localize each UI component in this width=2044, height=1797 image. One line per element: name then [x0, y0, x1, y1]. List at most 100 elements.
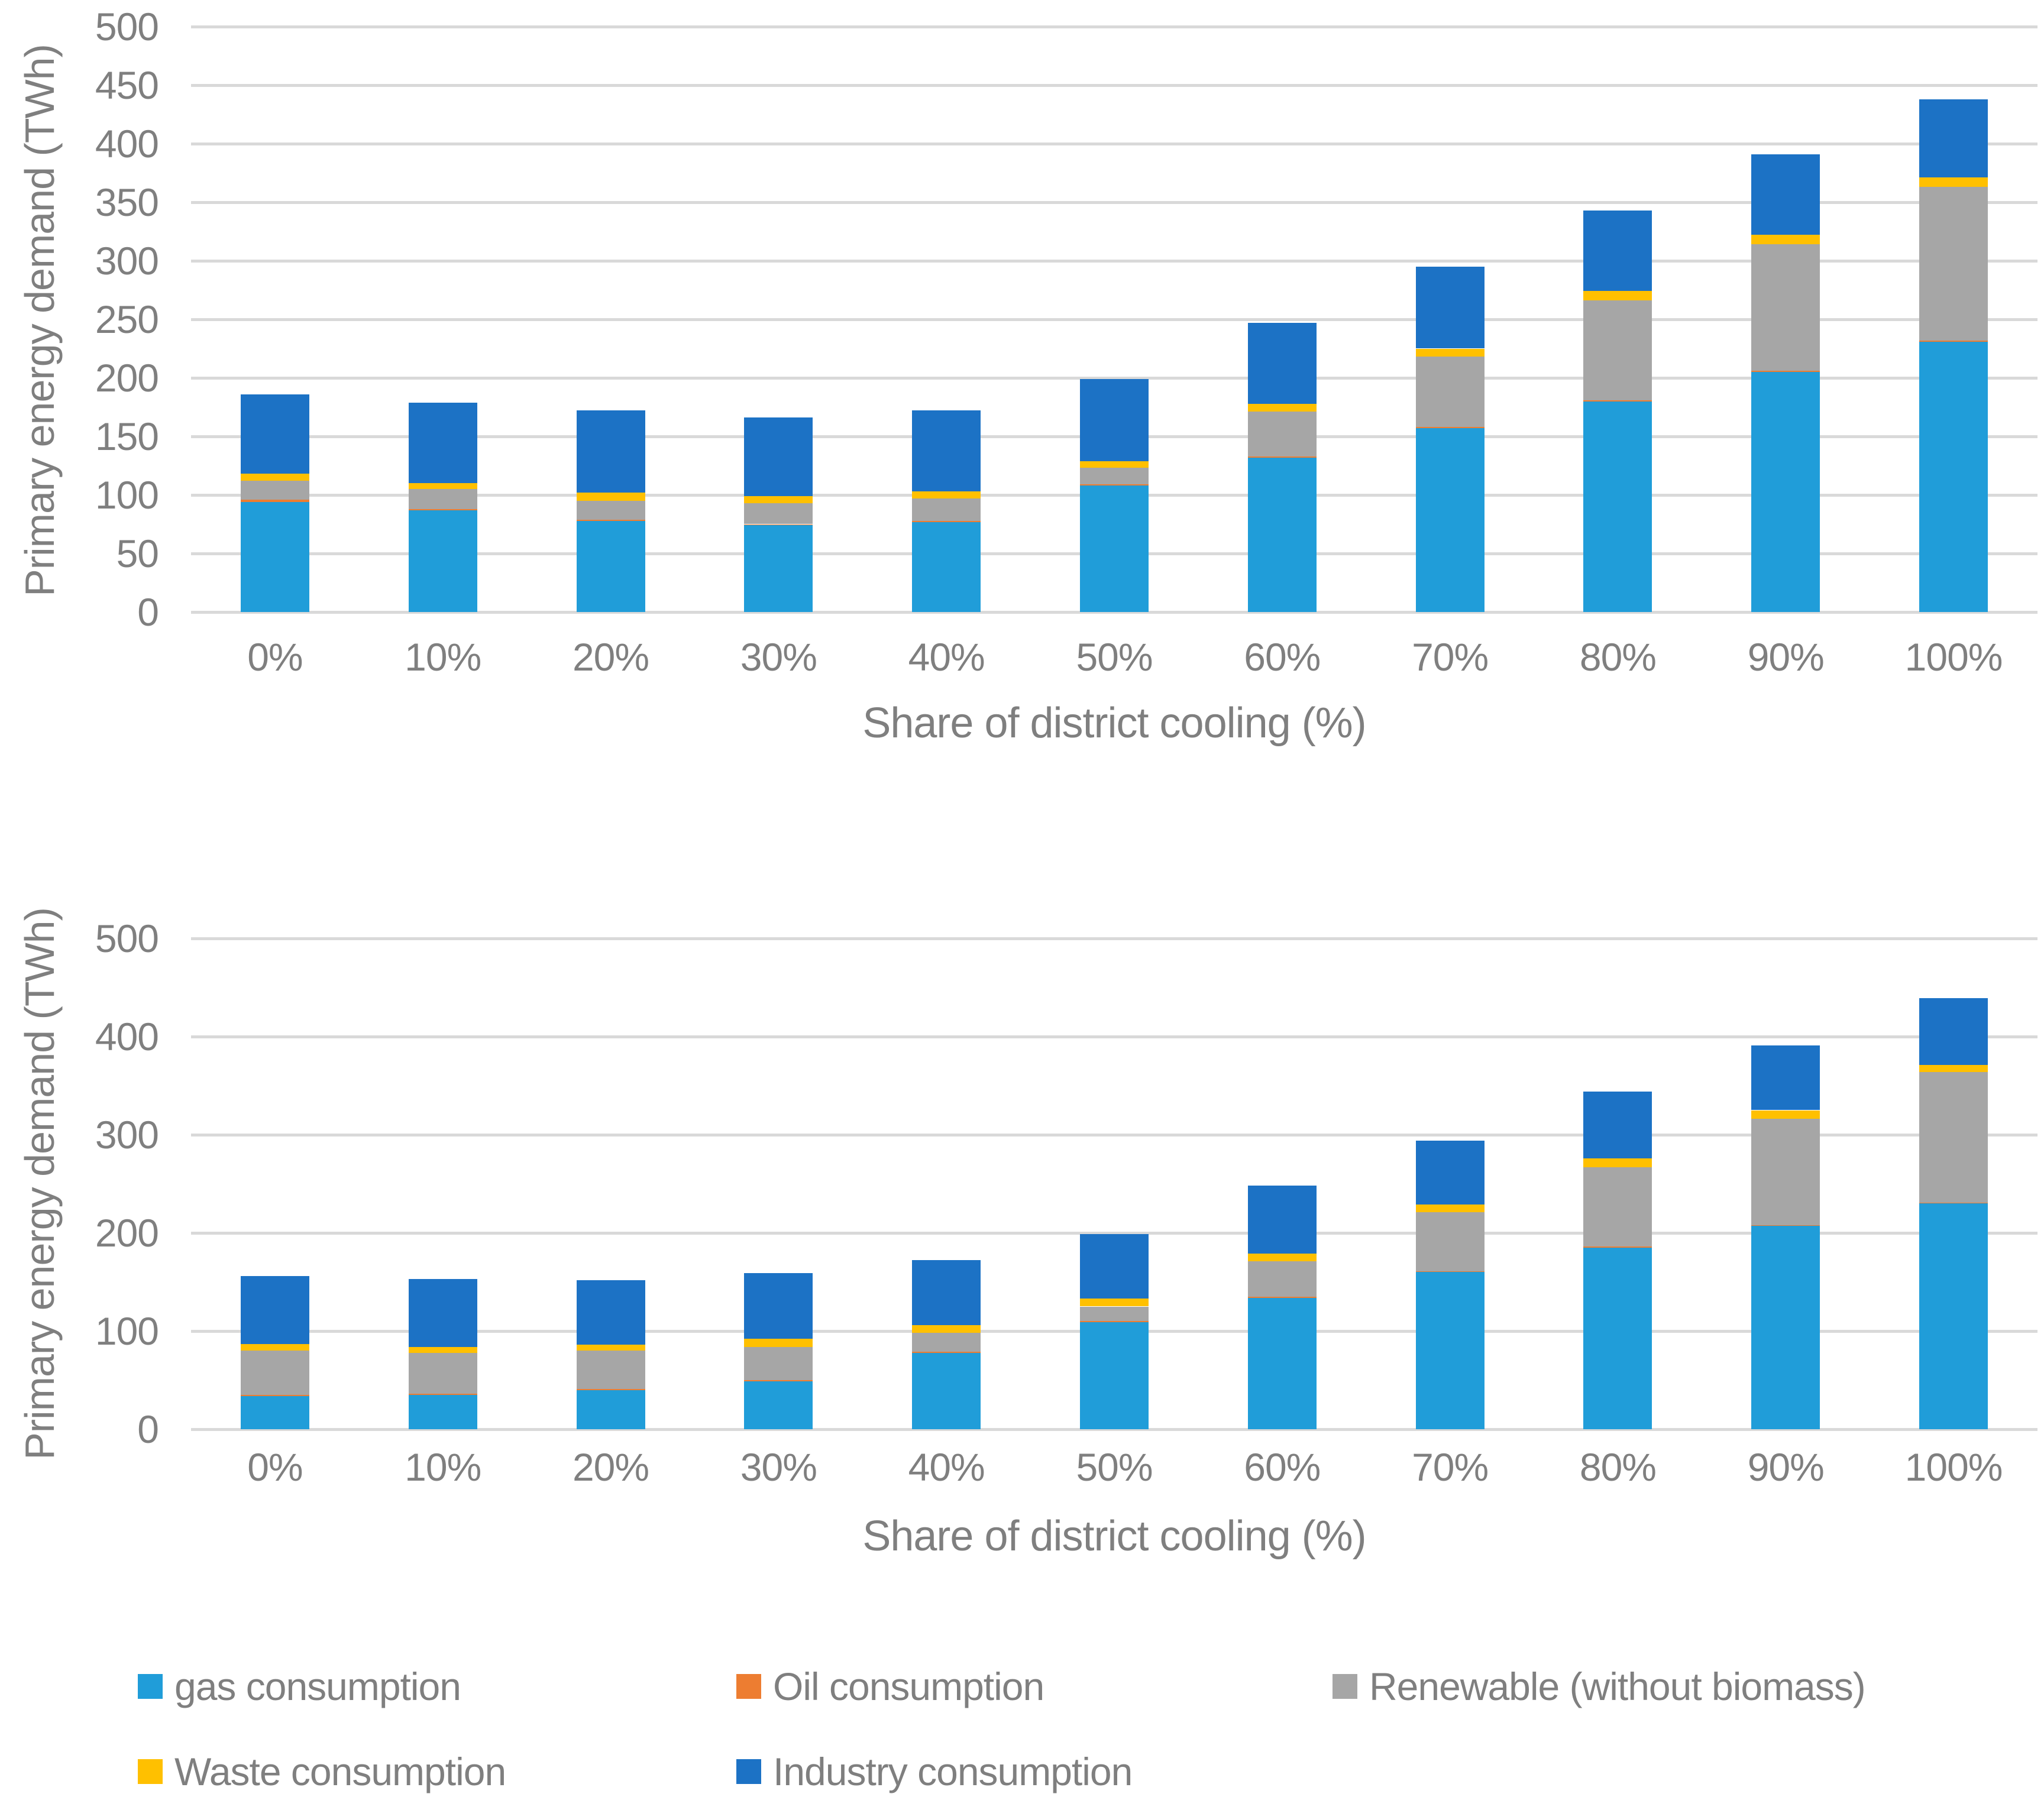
bar-segment [408, 1394, 477, 1429]
bar-segment [240, 481, 309, 500]
chart-top-x-axis-title: Share of district cooling (%) [862, 700, 1366, 747]
bar-segment [912, 1351, 981, 1353]
gridline [191, 1035, 2037, 1038]
bar-segment [1919, 99, 1988, 178]
bar-segment [1415, 1272, 1485, 1429]
x-axis-tick-label: 60% [1244, 635, 1321, 679]
gridline [191, 142, 2037, 145]
gridline [191, 1231, 2037, 1235]
bar-segment [240, 474, 309, 481]
x-axis-tick-label: 30% [740, 1445, 817, 1489]
bar-segment [576, 519, 645, 521]
bar-segment [576, 520, 645, 612]
chart-bottom-x-axis-title: Share of district cooling (%) [862, 1513, 1366, 1560]
gridline [191, 25, 2037, 28]
bar-segment [240, 1394, 309, 1396]
bar-segment [1247, 1261, 1317, 1297]
bar-segment [1751, 371, 1820, 373]
y-axis-tick-label: 250 [95, 297, 159, 341]
gridline [191, 376, 2037, 380]
bar-segment [1751, 1110, 1820, 1119]
bar-segment [1247, 322, 1317, 404]
bar-segment [912, 1325, 981, 1333]
x-axis-tick-label: 20% [572, 1445, 649, 1489]
x-axis-tick-label: 10% [405, 1445, 481, 1489]
x-axis-tick-label: 90% [1747, 1445, 1825, 1489]
x-axis-tick-label: 0% [247, 1445, 303, 1489]
bar-segment [408, 1346, 477, 1353]
bar-segment [1751, 154, 1820, 235]
bar-segment [912, 410, 981, 492]
bar-segment [1080, 1321, 1149, 1323]
bar-segment [912, 520, 981, 522]
bar-segment [1080, 1322, 1149, 1429]
bar-segment [1751, 1119, 1820, 1225]
bar-segment [1919, 187, 1988, 341]
x-axis-tick-label: 100% [1904, 1445, 2003, 1489]
bar-segment [408, 402, 477, 484]
x-axis-tick-label: 10% [405, 635, 481, 679]
bar-segment [576, 1280, 645, 1345]
bar-segment [744, 1339, 813, 1347]
x-axis-tick-label: 50% [1076, 1445, 1153, 1489]
bar-segment [1583, 1158, 1652, 1167]
y-axis-tick-label: 0 [137, 590, 159, 634]
bar-segment [1751, 372, 1820, 612]
bar-segment [1080, 485, 1149, 612]
bar-segment [1919, 1203, 1988, 1429]
x-axis-tick-label: 40% [908, 1445, 985, 1489]
bar-segment [912, 1333, 981, 1352]
bar-segment [744, 525, 813, 612]
bar-segment [240, 1351, 309, 1395]
bar-segment [1919, 1071, 1988, 1203]
bar-segment [1247, 1186, 1317, 1254]
chart-bottom-y-axis-title: Primary energy demand (TWh) [17, 908, 63, 1460]
bar-segment [1247, 403, 1317, 412]
gas-swatch-icon [138, 1674, 163, 1699]
bar-segment [912, 1352, 981, 1429]
y-axis-tick-label: 100 [95, 473, 159, 517]
bar-segment [240, 1395, 309, 1429]
bar-segment [1583, 400, 1652, 402]
legend-item-gas: gas consumption [138, 1663, 461, 1710]
waste-swatch-icon [138, 1759, 163, 1784]
y-axis-tick-label: 300 [95, 239, 159, 283]
bar-segment [1583, 1091, 1652, 1158]
legend-item-renewable: Renewable (without biomass) [1333, 1663, 1866, 1710]
x-axis-tick-label: 70% [1412, 1445, 1489, 1489]
bar-segment [576, 1388, 645, 1390]
bar-segment [1415, 428, 1485, 612]
y-axis-tick-label: 200 [95, 1211, 159, 1255]
bar-segment [240, 499, 309, 502]
bar-segment [1751, 244, 1820, 371]
gridline [191, 318, 2037, 321]
gridline [191, 259, 2037, 263]
x-axis-tick-label: 0% [247, 635, 303, 679]
bar-segment [1415, 1271, 1485, 1273]
bar-segment [1247, 1296, 1317, 1298]
bar-segment [1583, 1247, 1652, 1429]
y-axis-tick-label: 500 [95, 5, 159, 48]
y-axis-tick-label: 200 [95, 356, 159, 400]
renewable-swatch-icon [1333, 1674, 1357, 1699]
y-axis-tick-label: 50 [116, 532, 159, 575]
bar-segment [1247, 1297, 1317, 1429]
bar-segment [240, 394, 309, 474]
y-axis-tick-label: 0 [137, 1407, 159, 1451]
bar-segment [912, 491, 981, 498]
bar-segment [1247, 1253, 1317, 1262]
bar-segment [912, 1260, 981, 1326]
bar-segment [1415, 427, 1485, 429]
bar-segment [1919, 341, 1988, 612]
bar-segment [408, 510, 477, 612]
bar-segment [576, 493, 645, 501]
bar-segment [1583, 1246, 1652, 1248]
bar-segment [1415, 1140, 1485, 1205]
x-axis-tick-label: 40% [908, 635, 985, 679]
gridline [191, 200, 2037, 204]
legend-label: Oil consumption [773, 1665, 1044, 1708]
legend-label: Industry consumption [773, 1750, 1133, 1793]
legend-item-industry: Industry consumption [736, 1748, 1133, 1795]
bar-segment [1247, 456, 1317, 458]
bar-segment [1583, 1167, 1652, 1247]
